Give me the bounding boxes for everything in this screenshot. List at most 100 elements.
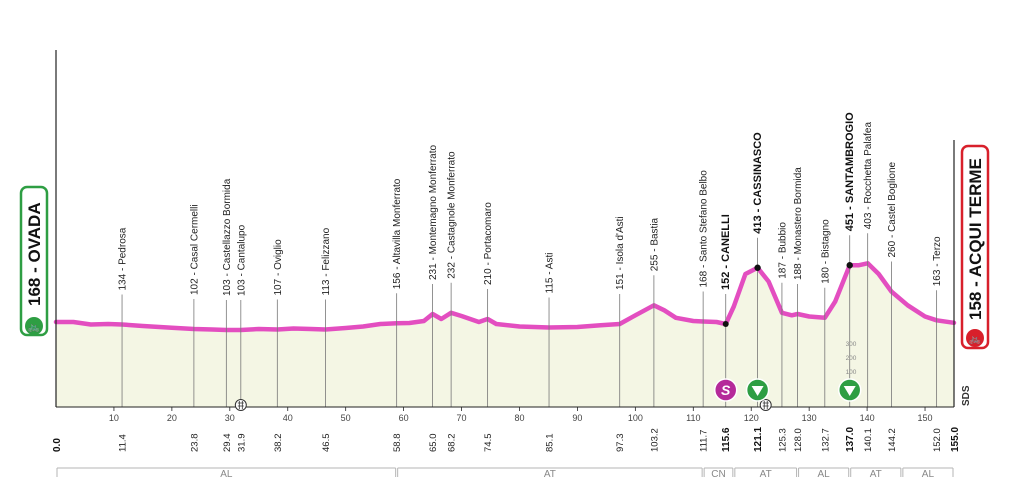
start-km-label: 0.0 [52,438,63,452]
place-label: 168 - Santo Stefano Belbo [699,170,710,288]
place-km-label: 68.2 [447,434,458,453]
place-km-label: 38.2 [273,434,284,453]
summit-dot [846,262,853,269]
province-label: CN [711,469,725,480]
place-km-label: 74.5 [483,434,494,453]
place-label: 151 - Isola d'Asti [615,216,626,290]
province-label: AT [870,469,882,480]
start-label: 168 - OVADA [25,202,44,306]
sprint-marker-icon [713,378,738,402]
place-km-label: 111.7 [699,430,710,452]
place-labels-layer: 134 - Pedrosa 102 - Casal Cermelli 103 - C… [118,112,943,407]
feed-zone-icon [759,399,772,411]
place-label: 156 - Altavilla Monferrato [392,178,403,289]
summit-dot [754,264,761,271]
place-km-label: 144.2 [887,428,898,452]
place-km-label: 85.1 [545,434,556,453]
start-badge: 🚲 168 - OVADA [19,185,49,337]
place-km-label: 46.5 [321,434,332,453]
place-label: 187 - Bubbio [777,222,788,279]
altitude-tick-label: 200 [846,355,857,362]
place-label: 231 - Montemagno Monferrato [428,144,439,280]
x-tick-label: 60 [399,413,409,423]
place-label: 451 - SANTAMBROGIO [844,112,856,231]
place-km-label: 137.0 [845,427,856,452]
place-km-label: 140.1 [863,428,874,452]
x-tick-label: 130 [802,413,817,423]
place-label: 188 - Monastero Bormida [793,167,804,280]
place-label: 255 - Bastia [649,217,660,271]
x-tick-label: 50 [341,413,351,423]
province-label: AT [760,469,772,480]
place-label: 103 - Castellazzo Bormida [222,178,233,296]
place-km-label: 132.7 [820,428,831,452]
place-km-label: 128.0 [793,428,804,452]
altitude-tick-label: 300 [846,341,857,348]
x-tick-label: 80 [514,413,524,423]
climb-marker-glyph [843,386,856,396]
place-label: 113 - Felizzano [321,227,332,295]
climb-marker-glyph [751,386,764,396]
x-tick-label: 40 [283,413,293,423]
feed-zone-glyph [237,401,244,409]
x-tick-label: 10 [109,413,119,423]
place-km-label: 152.0 [932,428,943,452]
finish-km-label: 155.0 [950,427,961,452]
province-label: AL [922,469,935,480]
feed-zone-icon [234,399,247,411]
place-km-label: 115.6 [721,427,732,452]
x-tick-label: 100 [628,413,643,423]
altitude-tick-label: 100 [846,369,857,376]
place-km-label: 103.2 [649,428,660,452]
profile-line [53,261,957,333]
finish-badge-box [960,144,990,350]
x-tick-label: 90 [572,413,582,423]
profile-fill [56,263,954,407]
province-layer: AL AT CN AT AL AT AL [56,467,954,480]
x-tick-label: 20 [167,413,177,423]
place-km-label: 29.4 [222,434,233,453]
axis-layer: 11.4 23.8 29.4 31.9 38.2 46.5 58.8 65.0 68.2 74.5… [52,50,961,452]
x-tick-label: 70 [457,413,467,423]
finish-cyclist-icon [966,329,984,347]
x-tick-label: 150 [918,413,933,423]
place-label: 163 - Terzo [932,236,943,286]
place-km-label: 11.4 [118,434,129,452]
place-label: 210 - Portacomaro [483,202,494,285]
sprint-marker-label: S [721,382,731,398]
place-km-label: 65.0 [428,434,439,453]
sds-label: SDS [961,385,972,406]
profile-area-layer [53,261,957,407]
start-cyclist-glyph: 🚲 [28,322,40,333]
province-label: AT [544,469,556,480]
finish-badge: 🚲 158 - ACQUI TERME [960,144,990,350]
place-label: 134 - Pedrosa [118,227,129,290]
place-label: 103 - Cantalupo [236,224,247,296]
place-km-label: 23.8 [189,434,200,453]
marker-layer: S [234,262,862,411]
x-tick-label: 120 [744,413,759,423]
place-label: 413 - CASSINASCO [752,132,764,234]
place-label: 403 - Rocchetta Palafea [863,122,874,230]
sprint-point-dot [722,321,729,327]
province-label: AL [220,469,233,480]
place-km-label: 31.9 [236,434,247,453]
place-label: 107 - Oviglio [273,239,284,296]
finish-cyclist-glyph: 🚲 [969,334,981,345]
place-label: 180 - Bistagno [820,219,831,284]
place-label: 152 - CANELLI [720,214,732,290]
place-km-label: 121.1 [753,427,764,452]
place-label: 102 - Casal Cermelli [189,204,200,295]
x-tick-label: 30 [225,413,235,423]
place-km-label: 58.8 [392,434,403,453]
start-cyclist-icon [25,317,43,335]
province-label: AL [818,469,831,480]
finish-label: 158 - ACQUI TERME [966,158,985,320]
place-km-label: 125.3 [777,428,788,452]
feed-zone-glyph [762,401,769,409]
place-label: 115 - Asti [545,253,556,294]
place-label: 232 - Castagnole Monferrato [447,151,458,279]
x-tick-label: 140 [860,413,875,423]
